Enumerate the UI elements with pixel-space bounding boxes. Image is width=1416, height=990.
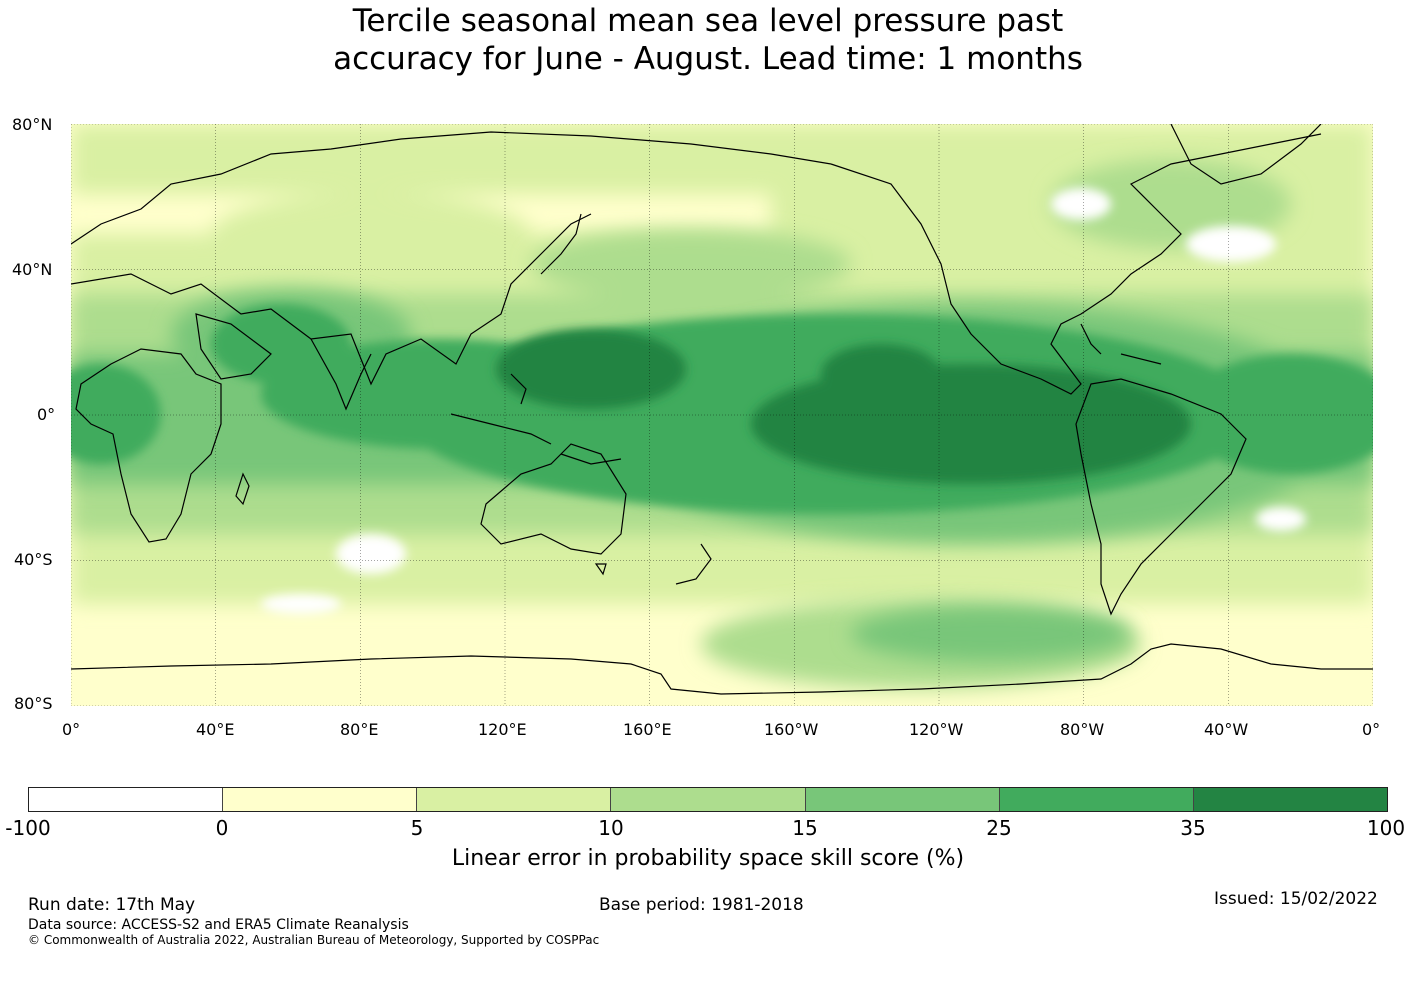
lon-label-40w: 40°W	[1204, 720, 1249, 739]
colorbar-tick-neg100: -100	[5, 816, 51, 840]
colorbar-segment-15-25	[805, 788, 1000, 811]
coastlines	[71, 124, 1373, 695]
lon-label-0-left: 0°	[62, 720, 81, 739]
colorbar-tick-100: 100	[1366, 816, 1406, 840]
lon-label-40e: 40°E	[196, 720, 235, 739]
colorbar-tick-5: 5	[410, 816, 424, 840]
colorbar-segment-neg100-0	[29, 788, 224, 811]
colorbar-tick-15: 15	[792, 816, 818, 840]
colorbar	[28, 787, 1388, 812]
lon-label-80e: 80°E	[340, 720, 379, 739]
colorbar-segment-10-15	[611, 788, 806, 811]
lon-label-80w: 80°W	[1060, 720, 1105, 739]
data-source: Data source: ACCESS-S2 and ERA5 Climate …	[28, 917, 409, 933]
lon-label-120e: 120°E	[478, 720, 527, 739]
lon-label-0-right: 0°	[1362, 720, 1381, 739]
issued-date: Issued: 15/02/2022	[1214, 889, 1378, 909]
base-period: Base period: 1981-2018	[599, 895, 804, 915]
skill-field-negative	[261, 188, 1306, 614]
colorbar-tick-35: 35	[1180, 816, 1206, 840]
colorbar-segment-35-100	[1193, 788, 1387, 811]
lon-label-160e: 160°E	[623, 720, 672, 739]
lon-label-160w: 160°W	[764, 720, 819, 739]
copyright: © Commonwealth of Australia 2022, Austra…	[28, 933, 600, 947]
lon-label-120w: 120°W	[909, 720, 964, 739]
map-svg	[71, 124, 1373, 706]
run-date: Run date: 17th May	[28, 895, 196, 915]
colorbar-label: Linear error in probability space skill …	[451, 846, 965, 871]
title-line-1: Tercile seasonal mean sea level pressure…	[352, 3, 1064, 39]
lat-label-0: 0°	[37, 405, 56, 424]
colorbar-tick-10: 10	[598, 816, 624, 840]
colorbar-segment-5-10	[417, 788, 612, 811]
colorbar-segment-0-5	[223, 788, 418, 811]
gridlines	[71, 124, 1373, 706]
colorbar-tick-0: 0	[215, 816, 229, 840]
colorbar-tick-25: 25	[986, 816, 1012, 840]
title-line-2: accuracy for June - August. Lead time: 1…	[333, 41, 1083, 77]
lat-label-80s: 80°S	[14, 694, 53, 713]
lat-label-40s: 40°S	[14, 550, 53, 569]
map-title: Tercile seasonal mean sea level pressure…	[0, 2, 1416, 78]
colorbar-segment-25-35	[999, 788, 1194, 811]
lat-label-80n: 80°N	[12, 115, 53, 134]
skill-score-map	[71, 124, 1373, 706]
lat-label-40n: 40°N	[12, 260, 53, 279]
